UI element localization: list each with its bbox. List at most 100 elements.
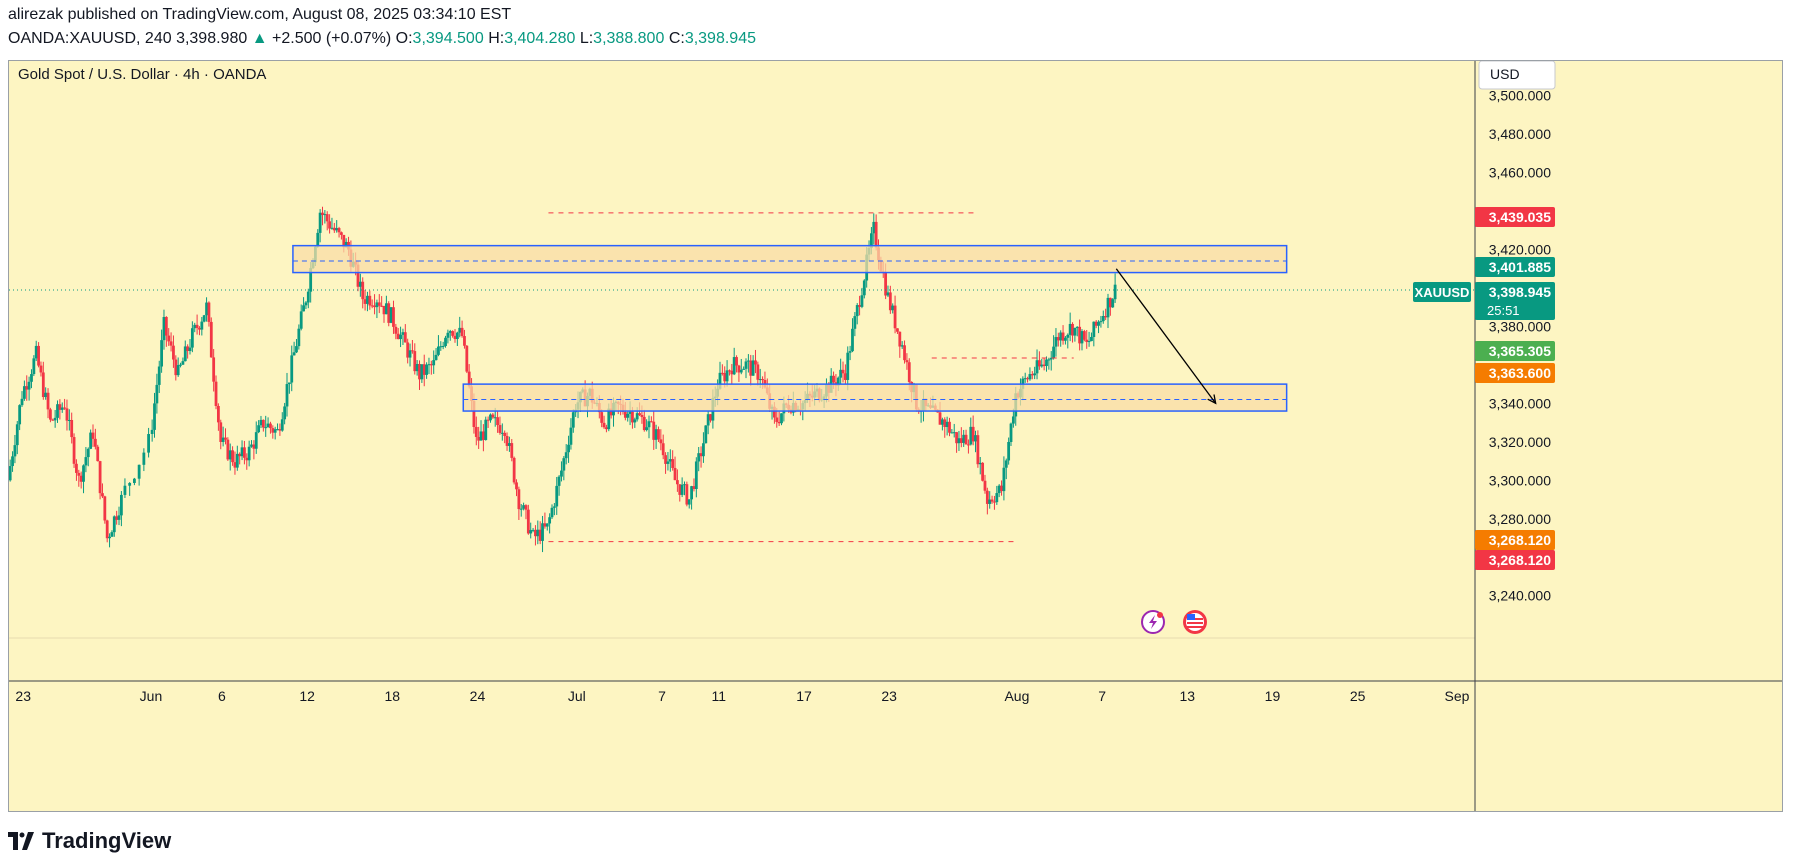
candle bbox=[39, 361, 43, 377]
candle bbox=[898, 331, 902, 358]
footer-brand[interactable]: TradingView bbox=[8, 828, 171, 854]
candle bbox=[524, 504, 528, 520]
price-label[interactable]: 3,268.120 bbox=[1475, 550, 1555, 570]
candle bbox=[41, 361, 45, 400]
candle bbox=[1028, 367, 1032, 381]
candle bbox=[560, 461, 563, 482]
candle bbox=[292, 341, 296, 356]
candle bbox=[377, 294, 381, 314]
candle bbox=[649, 416, 653, 423]
candle bbox=[983, 474, 987, 494]
candle bbox=[65, 399, 69, 431]
candle bbox=[874, 214, 878, 251]
candle bbox=[950, 429, 954, 434]
y-tick-label: 3,460.000 bbox=[1489, 165, 1551, 181]
candle bbox=[422, 354, 426, 387]
price-label[interactable]: 3,365.305 bbox=[1475, 341, 1555, 361]
candle bbox=[1085, 330, 1089, 349]
candle bbox=[366, 291, 369, 312]
candle bbox=[1004, 458, 1008, 480]
candle bbox=[645, 419, 649, 432]
candle bbox=[455, 331, 459, 346]
price-label[interactable]: 3,439.035 bbox=[1475, 207, 1555, 227]
projection-arrow-line[interactable] bbox=[1115, 268, 1217, 404]
candle bbox=[538, 521, 542, 545]
currency-label: USD bbox=[1490, 66, 1520, 82]
candle bbox=[9, 459, 12, 482]
candle bbox=[147, 427, 150, 458]
dividend-flash-icon[interactable] bbox=[1141, 610, 1165, 634]
price-label-text: 3,363.600 bbox=[1489, 365, 1551, 381]
candle bbox=[957, 430, 961, 451]
candle bbox=[233, 451, 237, 475]
candle bbox=[403, 324, 407, 343]
candle bbox=[117, 506, 121, 526]
candle bbox=[128, 482, 132, 496]
candle bbox=[453, 329, 457, 343]
candle bbox=[725, 360, 729, 387]
levels-layer bbox=[548, 212, 1074, 543]
symbol-tag[interactable]: XAUUSD bbox=[1413, 282, 1471, 302]
zone-box-2[interactable] bbox=[462, 383, 1288, 412]
candle bbox=[543, 512, 547, 529]
candle bbox=[373, 294, 376, 315]
projection-arrow-head bbox=[1207, 394, 1217, 405]
candle bbox=[526, 504, 530, 535]
chart-canvas[interactable]: Gold Spot / U.S. Dollar · 4h · OANDA USD… bbox=[9, 61, 1782, 811]
price-label[interactable]: 3,363.600 bbox=[1475, 363, 1555, 383]
candle bbox=[780, 413, 783, 426]
candle bbox=[1052, 335, 1055, 360]
price-label[interactable]: 3,398.945 25:51 bbox=[1475, 282, 1555, 320]
candle bbox=[1099, 315, 1103, 328]
candle bbox=[1056, 332, 1060, 347]
candle bbox=[678, 484, 682, 502]
candle bbox=[517, 486, 521, 520]
candle bbox=[858, 295, 861, 316]
candle bbox=[101, 483, 104, 499]
candle bbox=[1094, 320, 1098, 329]
candle bbox=[519, 504, 523, 517]
candle bbox=[500, 423, 504, 441]
candle bbox=[1059, 330, 1063, 347]
candle bbox=[214, 375, 218, 410]
candle bbox=[1068, 312, 1072, 342]
candle bbox=[27, 376, 31, 401]
candle bbox=[205, 297, 208, 322]
candle bbox=[235, 445, 239, 471]
candle bbox=[690, 485, 693, 510]
x-tick-label: 11 bbox=[712, 688, 727, 704]
candle bbox=[316, 229, 320, 248]
candle bbox=[1090, 332, 1093, 342]
candle bbox=[98, 460, 102, 500]
candle bbox=[1080, 329, 1084, 351]
close-value: 3,398.945 bbox=[684, 30, 756, 47]
candle bbox=[58, 399, 62, 420]
candle bbox=[1030, 371, 1034, 380]
candle bbox=[687, 499, 691, 509]
candle bbox=[368, 290, 372, 310]
us-flag-icon[interactable] bbox=[1183, 610, 1207, 634]
candle bbox=[1009, 422, 1013, 446]
price-labels-layer: 3,439.035 3,401.885 3,398.945 25:51 XAUUSD 3,… bbox=[1413, 207, 1555, 570]
candle bbox=[997, 484, 1001, 498]
candle bbox=[13, 434, 17, 464]
candle bbox=[699, 446, 703, 468]
candle bbox=[702, 432, 705, 463]
candle bbox=[306, 288, 310, 309]
candle bbox=[846, 346, 850, 391]
chart-frame[interactable]: Gold Spot / U.S. Dollar · 4h · OANDA USD… bbox=[8, 60, 1783, 812]
candle bbox=[283, 402, 287, 425]
candle bbox=[704, 425, 708, 444]
candle bbox=[993, 495, 996, 510]
candle bbox=[20, 391, 24, 407]
price-label[interactable]: 3,401.885 bbox=[1475, 257, 1555, 277]
candle bbox=[418, 360, 421, 390]
candle bbox=[399, 326, 402, 348]
candle bbox=[142, 448, 146, 472]
zone-box-1[interactable] bbox=[292, 244, 1288, 274]
x-tick-label: 23 bbox=[15, 688, 31, 704]
currency-button[interactable] bbox=[1478, 61, 1556, 90]
candle bbox=[463, 329, 466, 349]
candle bbox=[657, 426, 660, 443]
price-label[interactable]: 3,268.120 bbox=[1475, 530, 1555, 550]
